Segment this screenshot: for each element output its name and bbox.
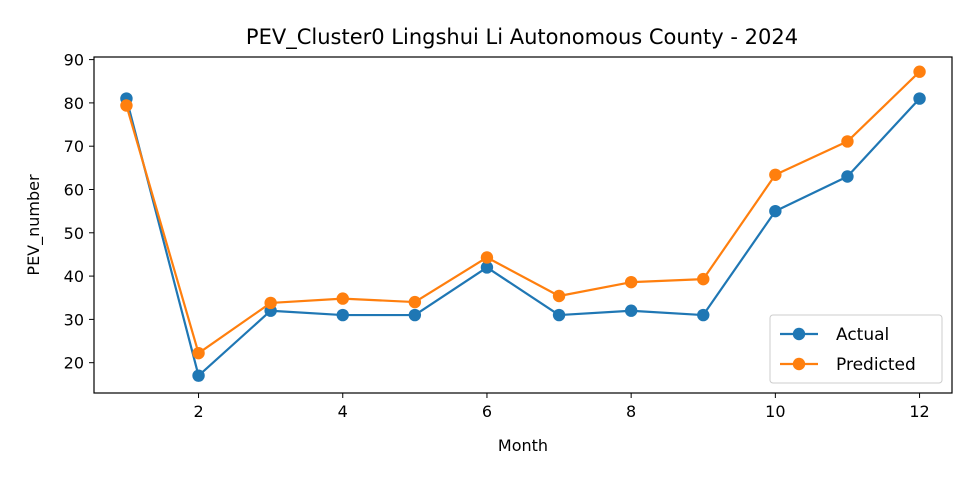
series-layer xyxy=(120,65,926,382)
x-tick-label: 6 xyxy=(482,402,492,421)
data-point-actual xyxy=(480,261,494,274)
data-point-predicted xyxy=(552,289,566,303)
data-point-actual xyxy=(192,369,205,382)
series-predicted xyxy=(120,65,926,360)
data-point-predicted xyxy=(264,296,277,310)
data-point-predicted xyxy=(408,295,422,309)
x-tick-label: 4 xyxy=(338,402,348,421)
y-tick-label: 30 xyxy=(64,310,84,329)
x-axis-label: Month xyxy=(498,436,548,455)
legend-swatch-marker xyxy=(792,327,806,341)
legend-swatch-marker xyxy=(792,357,806,371)
legend-item-predicted: Predicted xyxy=(780,355,916,375)
y-tick-label: 20 xyxy=(64,354,84,373)
legend-label: Predicted xyxy=(836,355,916,375)
data-point-predicted xyxy=(624,275,638,289)
data-point-actual xyxy=(697,308,710,322)
data-point-predicted xyxy=(769,168,782,181)
y-tick-label: 50 xyxy=(64,224,84,243)
data-point-predicted xyxy=(841,135,854,148)
data-point-actual xyxy=(408,308,422,322)
series-line-predicted xyxy=(125,70,921,355)
data-point-actual xyxy=(552,308,566,322)
y-tick-label: 80 xyxy=(64,94,84,113)
data-point-actual xyxy=(336,308,349,322)
y-axis: 20 30 40 50 60 70 80 90 xyxy=(64,51,94,373)
y-tick-label: 70 xyxy=(64,137,84,156)
data-point-actual xyxy=(769,204,782,218)
data-point-predicted xyxy=(480,251,494,264)
data-point-actual xyxy=(913,92,926,105)
x-tick-label: 10 xyxy=(765,402,785,421)
x-tick-label: 12 xyxy=(909,402,929,421)
series-actual xyxy=(120,92,926,382)
data-point-actual xyxy=(624,304,638,317)
y-axis-label: PEV_number xyxy=(24,174,44,276)
x-tick-label: 2 xyxy=(193,402,203,421)
x-tick-label: 8 xyxy=(626,402,636,421)
data-point-predicted xyxy=(336,292,349,305)
y-tick-label: 60 xyxy=(64,180,84,199)
data-point-predicted xyxy=(913,65,926,78)
data-point-predicted xyxy=(120,99,133,112)
legend-label: Actual xyxy=(836,325,889,345)
x-axis: 2 4 6 8 10 12 xyxy=(193,393,930,421)
data-point-actual xyxy=(841,170,854,183)
legend-item-actual: Actual xyxy=(780,325,889,345)
y-tick-label: 40 xyxy=(64,267,84,286)
legend: Actual Predicted xyxy=(769,314,943,384)
y-tick-label: 90 xyxy=(64,51,84,70)
chart-title: PEV_Cluster0 Lingshui Li Autonomous Coun… xyxy=(246,25,798,50)
series-line-actual xyxy=(125,97,921,377)
data-point-predicted xyxy=(192,346,205,360)
data-point-predicted xyxy=(697,272,710,286)
legend-box xyxy=(769,314,943,384)
